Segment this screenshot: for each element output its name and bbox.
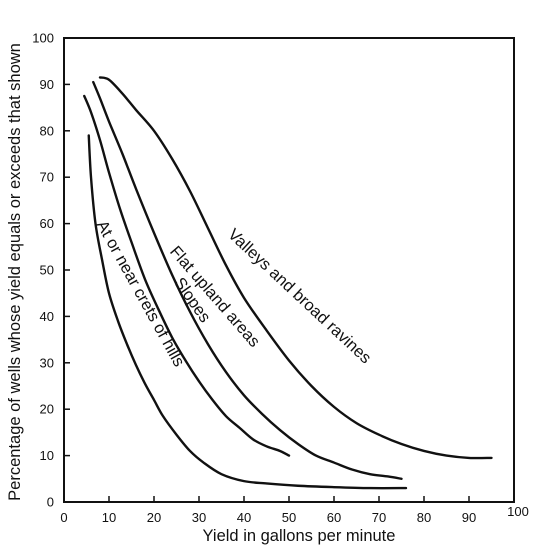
curve-flat-upland-areas bbox=[92, 80, 403, 480]
x-tick-label: 20 bbox=[147, 510, 161, 525]
x-tick-label: 10 bbox=[102, 510, 116, 525]
y-tick-label: 50 bbox=[40, 263, 54, 278]
x-tick-label: 70 bbox=[372, 510, 386, 525]
y-tick-label: 20 bbox=[40, 402, 54, 417]
y-tick-label: 80 bbox=[40, 123, 54, 138]
y-axis-title: Percentage of wells whose yield equals o… bbox=[6, 43, 24, 501]
y-tick-label: 10 bbox=[40, 448, 54, 463]
axes: 0 10 20 30 40 50 60 70 80 90 100 0 10 20 30 40 50 60 70 80 9… bbox=[6, 31, 529, 546]
y-tick-label: 60 bbox=[40, 216, 54, 231]
y-tick-label: 30 bbox=[40, 355, 54, 370]
x-tick-label: 100 bbox=[507, 504, 529, 519]
y-tick-label: 90 bbox=[40, 77, 54, 92]
x-tick-label: 90 bbox=[462, 510, 476, 525]
x-tick-label: 30 bbox=[192, 510, 206, 525]
x-tick-label: 60 bbox=[327, 510, 341, 525]
curve-slopes bbox=[83, 94, 291, 457]
x-tick-label: 80 bbox=[417, 510, 431, 525]
curve-valleys-and-broad-ravines bbox=[98, 76, 493, 460]
curves bbox=[83, 76, 493, 490]
x-tick-label: 0 bbox=[60, 510, 67, 525]
y-tick-label: 40 bbox=[40, 309, 54, 324]
x-tick-label: 40 bbox=[237, 510, 251, 525]
y-tick-label: 0 bbox=[47, 495, 54, 510]
y-tick-label: 70 bbox=[40, 170, 54, 185]
y-tick-label: 100 bbox=[32, 31, 54, 46]
label-crets-of-hills: At or near crets of hills bbox=[93, 217, 188, 369]
curve-crets-of-hills bbox=[87, 134, 408, 490]
x-tick-label: 50 bbox=[282, 510, 296, 525]
x-axis-title: Yield in gallons per minute bbox=[203, 527, 396, 545]
